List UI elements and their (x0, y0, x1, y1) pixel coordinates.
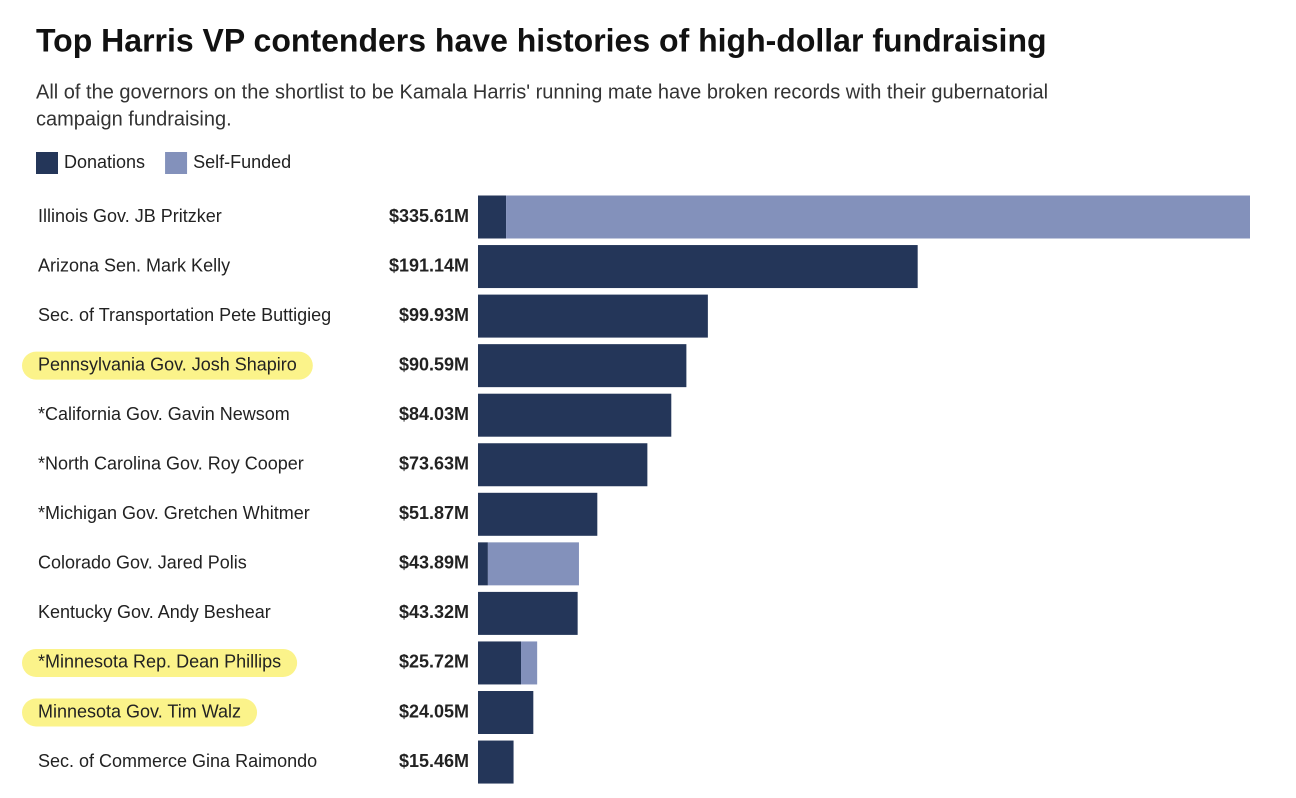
bar-segment (478, 344, 687, 388)
bar-segment (487, 542, 579, 586)
chart-title: Top Harris VP contenders have histories … (36, 22, 1047, 58)
category-label: Illinois Gov. JB Pritzker (38, 206, 222, 226)
bar-segment (478, 443, 648, 487)
category-label: *California Gov. Gavin Newsom (38, 404, 290, 424)
legend-label: Donations (64, 152, 145, 172)
subtitle: All of the governors on the shortlist to… (36, 81, 1048, 103)
category-label: Sec. of Transportation Pete Buttigieg (38, 305, 331, 325)
bar-segment (506, 195, 1250, 239)
category-label: Minnesota Gov. Tim Walz (38, 701, 241, 721)
bar-segment (478, 542, 488, 586)
category-label: *North Carolina Gov. Roy Cooper (38, 454, 304, 474)
total-label: $15.46M (399, 751, 469, 771)
bar-segment (478, 245, 918, 289)
category-label: Kentucky Gov. Andy Beshear (38, 602, 271, 622)
category-label: *Michigan Gov. Gretchen Whitmer (38, 503, 310, 523)
category-label: Colorado Gov. Jared Polis (38, 553, 247, 573)
bar-segment (478, 195, 507, 239)
category-label: Pennsylvania Gov. Josh Shapiro (38, 354, 297, 374)
highlight (22, 351, 313, 380)
legend-label: Self-Funded (193, 152, 291, 172)
total-label: $43.89M (399, 553, 469, 573)
total-label: $84.03M (399, 404, 469, 424)
bar-segment (478, 641, 522, 685)
subtitle: campaign fundraising. (36, 108, 232, 130)
category-label: Sec. of Commerce Gina Raimondo (38, 751, 317, 771)
total-label: $51.87M (399, 503, 469, 523)
total-label: $43.32M (399, 602, 469, 622)
category-label: *Minnesota Rep. Dean Phillips (38, 652, 281, 672)
total-label: $24.05M (399, 701, 469, 721)
total-label: $90.59M (399, 354, 469, 374)
total-label: $99.93M (399, 305, 469, 325)
bar-segment (478, 294, 708, 338)
category-label: Arizona Sen. Mark Kelly (38, 255, 230, 275)
total-label: $335.61M (389, 206, 469, 226)
legend-swatch (165, 152, 188, 174)
bar-segment (478, 492, 598, 536)
highlight (22, 698, 258, 727)
total-label: $25.72M (399, 652, 469, 672)
bar-segment (478, 591, 578, 635)
total-label: $73.63M (399, 454, 469, 474)
bar-segment (478, 740, 514, 784)
bar-segment (521, 641, 538, 685)
bar-segment (478, 393, 672, 437)
bar-segment (478, 691, 534, 734)
legend-swatch (36, 152, 58, 174)
highlight (22, 648, 298, 677)
total-label: $191.14M (389, 255, 469, 275)
